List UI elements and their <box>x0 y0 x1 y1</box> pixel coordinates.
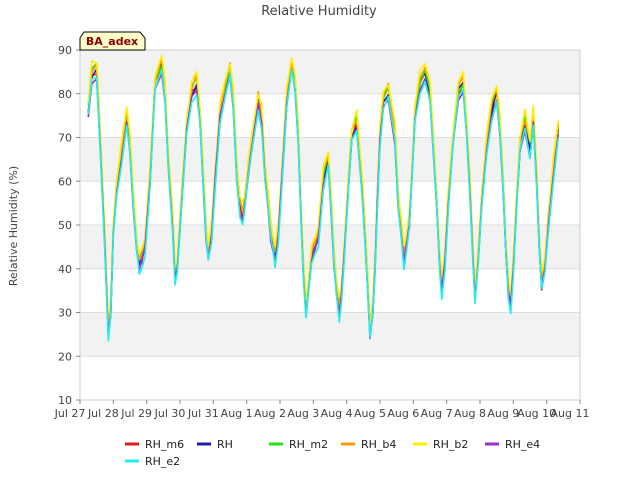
x-tick-label: Aug 8 <box>454 407 486 420</box>
grid-band <box>80 312 580 357</box>
legend-label: RH_e4 <box>505 438 540 451</box>
series-line-rh-e2 <box>87 69 560 342</box>
x-tick-label: Jul 29 <box>120 407 152 420</box>
x-tick-label: Aug 6 <box>387 407 419 420</box>
y-tick-label: 40 <box>58 263 72 276</box>
legend-item-rh-e4: RH_e4 <box>485 438 540 451</box>
legend-item-rh-m2: RH_m2 <box>269 438 328 451</box>
y-tick-label: 30 <box>58 307 72 320</box>
x-tick-label: Aug 2 <box>254 407 286 420</box>
x-tick-label: Jul 27 <box>54 407 86 420</box>
legend-item-rh-b4: RH_b4 <box>341 438 396 451</box>
chart-title: Relative Humidity <box>261 4 377 19</box>
x-tick-label: Jul 30 <box>154 407 186 420</box>
x-tick-label: Aug 1 <box>221 407 253 420</box>
x-tick-label: Aug 9 <box>487 407 519 420</box>
plot-area <box>79 49 581 401</box>
legend-item-rh-m6: RH_m6 <box>125 438 184 451</box>
legend-label: RH_e2 <box>145 455 180 468</box>
x-tick-label: Aug 11 <box>551 407 590 420</box>
x-tick-label: Jul 28 <box>87 407 119 420</box>
y-axis-label: Relative Humidity (%) <box>7 166 20 286</box>
legend: RH_m6 RH RH_m2 RH_b4 RH_b2 RH_e4 RH_e2 <box>125 438 540 468</box>
x-tick-label: Aug 3 <box>287 407 319 420</box>
x-tick-label: Aug 5 <box>354 407 386 420</box>
x-tick-label: Aug 7 <box>421 407 453 420</box>
legend-label: RH_m6 <box>145 438 184 451</box>
y-tick-label: 90 <box>58 44 72 57</box>
legend-item-rh: RH <box>197 438 233 451</box>
x-tick-label: Aug 10 <box>517 407 556 420</box>
y-tick-label: 10 <box>58 394 72 407</box>
badge: BA_adex <box>79 31 146 51</box>
x-axis: Jul 27 Jul 28 Jul 29 Jul 30 Jul 31 Aug 1 Aug 2… <box>54 400 590 420</box>
y-tick-label: 50 <box>58 219 72 232</box>
legend-item-rh-e2: RH_e2 <box>125 455 180 468</box>
legend-item-rh-b2: RH_b2 <box>413 438 468 451</box>
badge-label: BA_adex <box>86 35 138 48</box>
y-tick-label: 70 <box>58 132 72 145</box>
x-tick-label: Aug 4 <box>321 407 353 420</box>
legend-label: RH <box>217 438 233 451</box>
legend-label: RH_b2 <box>433 438 468 451</box>
y-tick-label: 20 <box>58 350 72 363</box>
y-tick-label: 80 <box>58 88 72 101</box>
grid-band <box>80 225 580 269</box>
legend-label: RH_m2 <box>289 438 328 451</box>
legend-label: RH_b4 <box>361 438 396 451</box>
y-tick-label: 60 <box>58 175 72 188</box>
y-axis: 10 20 30 40 50 60 70 80 90 <box>58 44 80 407</box>
x-tick-label: Jul 31 <box>187 407 219 420</box>
series-line-rh-b2 <box>87 54 560 328</box>
badge-box <box>79 31 146 51</box>
